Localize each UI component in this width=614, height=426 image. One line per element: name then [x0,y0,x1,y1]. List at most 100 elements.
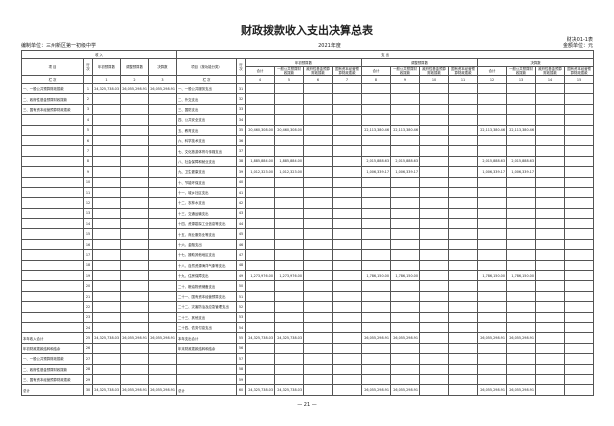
cell [390,301,420,313]
cell [419,373,449,386]
cell: 2 [83,93,93,105]
cell [448,197,478,209]
cell [535,249,565,261]
row: 20 二十、粮油物资储备支出 50 [21,280,595,292]
cell [535,218,565,230]
cell [21,238,84,251]
cell [303,103,333,116]
cell [120,290,149,303]
cell [274,82,304,95]
cell [92,114,121,126]
cell [563,197,595,209]
cell [390,290,420,303]
cell [419,301,449,313]
cell [148,155,177,168]
cell [92,197,121,209]
cell [274,134,304,147]
row: 13 十三、交通运输支出 43 [21,207,595,220]
cell: 7 [83,145,93,157]
cell: 44 [236,218,246,230]
cell [563,145,595,157]
cell [21,197,84,209]
cell: 12 [83,197,93,209]
cell [390,93,420,105]
header-cell: 决算数 [476,58,595,67]
cell [477,114,507,126]
row: 二、政府性基金预算财政拨款 2 二、外交支出 32 [21,93,595,105]
cell [563,124,595,136]
cell [419,207,449,220]
cell [390,373,420,386]
cell [92,207,121,220]
cell: 24,325,738.03 [245,384,275,396]
cell: 年末财政拨款结转和结余 [176,342,237,355]
cell [419,145,449,157]
cell [148,290,177,303]
cell [332,259,362,272]
header-cell: 年初预算数 [245,58,362,67]
cell [361,93,391,105]
header-cell: 15 [563,75,595,84]
cell [390,114,420,126]
cell: 53 [236,311,246,324]
header-cell: 决算数 [148,58,177,76]
cell [120,155,149,168]
row: 7 七、文化旅游体育与传媒支出 37 [21,145,595,157]
row: 21 二十一、国有资本经营预算支出 51 [21,290,595,303]
cell [535,270,565,282]
cell [535,186,565,199]
cell [361,207,391,220]
header-cell: 11 [448,75,478,84]
cell [21,124,84,136]
cell [92,270,121,282]
cell: 26,055,298.91 [120,82,149,95]
cell [92,301,121,313]
cell [92,321,121,334]
cell: 九、卫生健康支出 [176,166,237,178]
cell: 一、一般公共预算财政拨款 [21,353,84,365]
cell [303,238,333,251]
cell: 50 [236,280,246,292]
cell [21,301,84,313]
row: 三、国有资本经营预算财政拨款 29 59 [21,373,595,386]
cell [274,228,304,240]
cell: 58 [236,363,246,375]
cell: 36 [236,134,246,147]
cell [21,134,84,147]
cell [92,311,121,324]
cell [245,321,275,334]
cell [419,176,449,188]
cell: 10 [83,176,93,188]
cell: 1,786,150.00 [477,270,507,282]
cell: 三、国有资本经营预算财政拨款 [21,373,84,386]
cell: 13 [83,207,93,220]
cell [535,103,565,116]
header-cell: 国有资本经营预算财政拨款 [448,66,478,76]
cell [448,207,478,220]
cell [419,342,449,355]
cell [92,238,121,251]
row: 11 十一、城乡社区支出 41 [21,186,595,199]
cell: 五、教育支出 [176,124,237,136]
cell [236,75,246,84]
cell: 31 [236,82,246,95]
cell [390,321,420,334]
cell [448,103,478,116]
cell [563,290,595,303]
cell [448,259,478,272]
cell: 一、一般公共服务支出 [176,82,237,95]
cell [274,249,304,261]
header-cell: 支 出 [175,50,595,59]
unit: 编制单位：三州新区第一初级中学 [21,43,97,49]
cell: 十四、资源勘探工业信息等支出 [176,218,237,230]
cell [21,290,84,303]
cell [535,384,565,396]
cell: 十一、城乡社区支出 [176,186,237,199]
cell: 1,786,150.00 [390,270,420,282]
cell [477,301,507,313]
cell: 56 [236,342,246,355]
row: 合计 一般公共预算财政拨款 政府性基金预算财政拨款 国有资本经营预算财政拨款 合计 一般公… [22,66,595,76]
cell: 26,055,298.91 [361,384,391,396]
cell: 39 [236,166,246,178]
cell [448,155,478,168]
